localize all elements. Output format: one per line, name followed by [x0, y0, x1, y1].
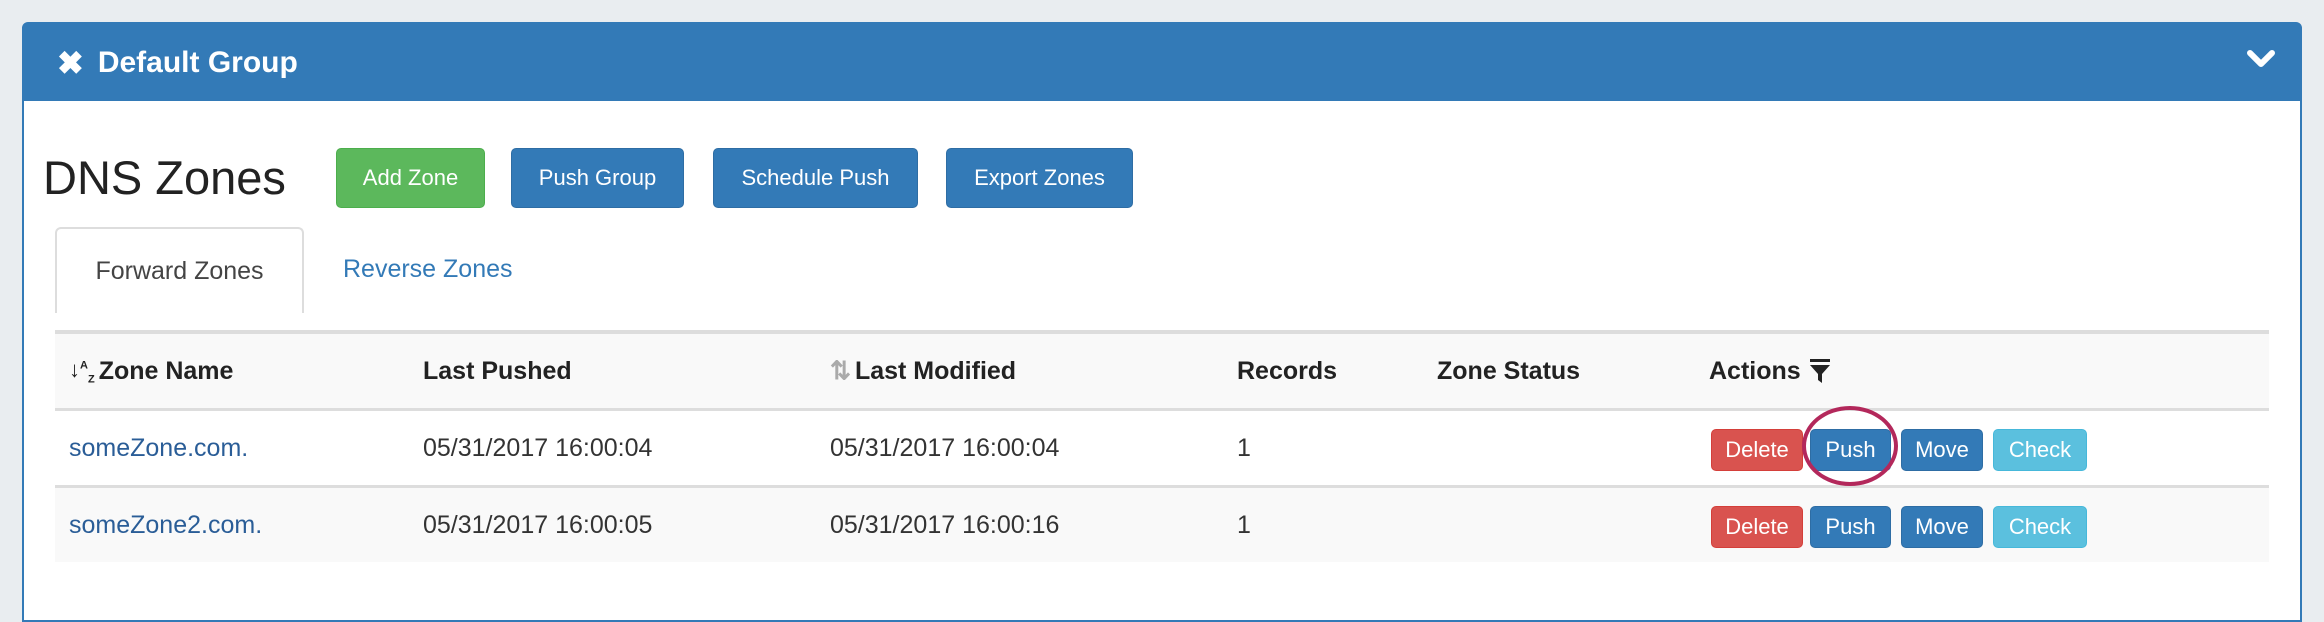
records-cell: 1	[1237, 433, 1251, 462]
records-cell: 1	[1237, 510, 1251, 539]
zone-name-label: Zone Name	[98, 356, 234, 385]
highlight-circle	[1802, 406, 1898, 486]
schedule-push-button[interactable]: Schedule Push	[713, 148, 918, 208]
filter-icon[interactable]	[1809, 358, 1831, 384]
delete-button[interactable]: Delete	[1711, 506, 1803, 548]
sort-icon: ⇅	[830, 357, 851, 385]
check-button[interactable]: Check	[1993, 429, 2087, 471]
table-header: ↓AZ Zone Name Last Pushed ⇅ Last Modifie…	[55, 334, 2269, 408]
move-button[interactable]: Move	[1901, 506, 1983, 548]
actions-header: Actions	[1709, 334, 1831, 408]
tab-reverse-zones[interactable]: Reverse Zones	[343, 254, 513, 283]
export-zones-button[interactable]: Export Zones	[946, 148, 1133, 208]
chevron-down-icon[interactable]	[2246, 44, 2276, 74]
last-modified-label: Last Modified	[854, 356, 1017, 385]
push-button[interactable]: Push	[1810, 506, 1891, 548]
last-pushed-header[interactable]: Last Pushed	[423, 356, 572, 385]
tab-forward-zones[interactable]: Forward Zones	[55, 227, 304, 313]
add-zone-button[interactable]: Add Zone	[336, 148, 485, 208]
panel-header[interactable]: ✖ Default Group	[24, 24, 2300, 101]
last-modified-cell: 05/31/2017 16:00:04	[830, 433, 1060, 462]
last-modified-cell: 05/31/2017 16:00:16	[830, 510, 1060, 539]
sort-alpha-icon: ↓AZ	[69, 356, 95, 386]
records-header[interactable]: Records	[1237, 356, 1338, 385]
move-button[interactable]: Move	[1901, 429, 1983, 471]
last-pushed-cell: 05/31/2017 16:00:04	[423, 433, 653, 462]
delete-button[interactable]: Delete	[1711, 429, 1803, 471]
table-row: someZone.com. 05/31/2017 16:00:04 05/31/…	[55, 408, 2269, 485]
push-group-button[interactable]: Push Group	[511, 148, 684, 208]
last-modified-header[interactable]: ⇅ Last Modified	[830, 334, 1016, 408]
actions-label: Actions	[1709, 356, 1801, 385]
x-icon[interactable]: ✖	[57, 44, 84, 81]
table-row: someZone2.com. 05/31/2017 16:00:05 05/31…	[55, 485, 2269, 562]
last-pushed-cell: 05/31/2017 16:00:05	[423, 510, 653, 539]
tab-divider	[55, 330, 2269, 334]
page-title: DNS Zones	[43, 151, 286, 204]
zone-name-link[interactable]: someZone2.com.	[69, 510, 263, 539]
check-button[interactable]: Check	[1993, 506, 2087, 548]
zone-status-header[interactable]: Zone Status	[1437, 356, 1581, 385]
zone-name-header[interactable]: ↓AZ Zone Name	[69, 334, 233, 408]
panel-title: Default Group	[97, 45, 298, 79]
zone-name-link[interactable]: someZone.com.	[69, 433, 249, 462]
